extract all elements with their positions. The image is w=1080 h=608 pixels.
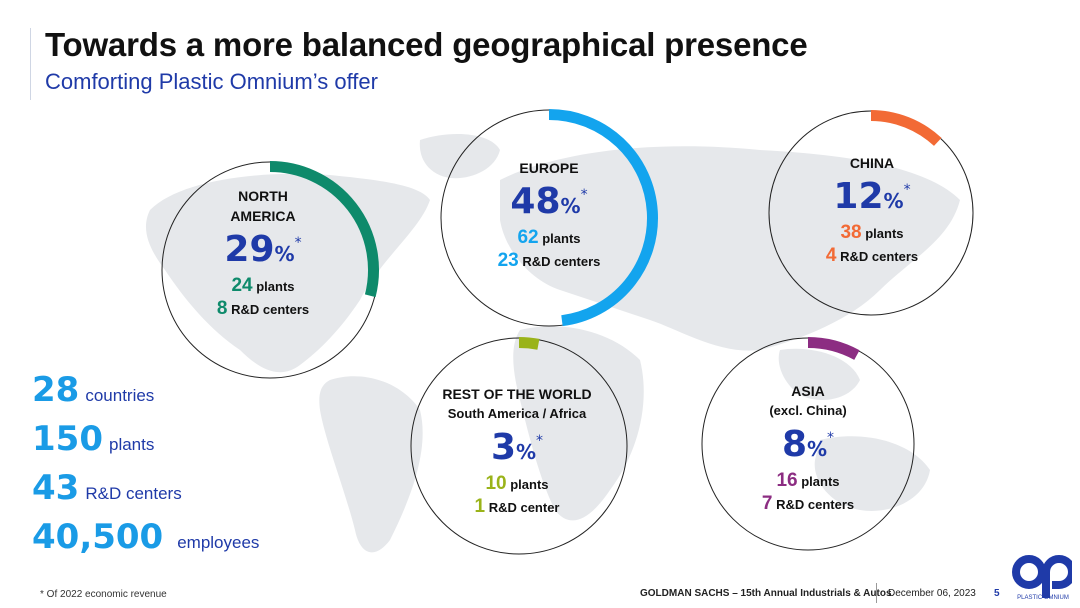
- footer-date: December 06, 2023: [888, 588, 976, 599]
- revenue-share: 8%*: [781, 424, 835, 465]
- revenue-share: 48%*: [510, 181, 588, 222]
- page-number: 5: [994, 588, 1000, 599]
- region-asia: ASIA (excl. China) 8%* 16 plants 7 R&D c…: [762, 381, 854, 515]
- title-accent-line: [30, 28, 31, 100]
- map-greenland: [419, 134, 500, 179]
- logo-text: PLASTIC OMNIUM: [1017, 595, 1069, 601]
- rd-centers-count: 1 R&D center: [474, 496, 560, 517]
- region-north-america: NORTH AMERICA 29%* 24 plants 8 R&D cente…: [217, 186, 309, 320]
- total-employees: 40,500 employees: [32, 517, 260, 557]
- region-name: ASIA: [791, 383, 825, 399]
- region-name: REST OF THE WORLD: [442, 386, 592, 402]
- footer-separator: [876, 583, 877, 603]
- region-china: CHINA 12%* 38 plants 4 R&D centers: [826, 153, 918, 267]
- plastic-omnium-logo: [1012, 555, 1072, 598]
- total-plants: 150 plants: [32, 419, 155, 459]
- page-title: Towards a more balanced geographical pre…: [45, 26, 808, 63]
- rd-centers-count: 4 R&D centers: [825, 245, 919, 266]
- footer-event: GOLDMAN SACHS – 15th Annual Industrials …: [640, 588, 892, 599]
- total-countries: 28 countries: [32, 370, 155, 410]
- revenue-share: 12%*: [833, 176, 911, 217]
- rd-centers-count: 23 R&D centers: [497, 250, 601, 271]
- region-subname: (excl. China): [769, 403, 847, 418]
- revenue-share: 3%*: [490, 427, 544, 468]
- plants-count: 62 plants: [517, 227, 581, 248]
- region-subname: South America / Africa: [447, 406, 587, 421]
- page-subtitle: Comforting Plastic Omnium’s offer: [45, 69, 378, 94]
- global-totals: 28 countries 150 plants 43 R&D centers 40,5…: [32, 370, 259, 566]
- map-south-america: [319, 376, 423, 553]
- rd-centers-count: 7 R&D centers: [761, 493, 855, 514]
- region-name-line2: AMERICA: [230, 208, 296, 224]
- revenue-share: 29%*: [224, 229, 302, 270]
- region-europe: EUROPE 48%* 62 plants 23 R&D centers: [498, 158, 601, 272]
- footnote: * Of 2022 economic revenue: [40, 589, 167, 600]
- region-rest-of-world: REST OF THE WORLD South America / Africa…: [442, 384, 591, 518]
- plants-count: 24 plants: [231, 275, 295, 296]
- total-rd-centers: 43 R&D centers: [32, 468, 182, 508]
- region-name: NORTH: [238, 188, 288, 204]
- rd-centers-count: 8 R&D centers: [216, 298, 310, 319]
- plants-count: 38 plants: [840, 222, 904, 243]
- region-name: CHINA: [849, 155, 895, 171]
- plants-count: 16 plants: [776, 470, 840, 491]
- region-name: EUROPE: [519, 160, 579, 176]
- plants-count: 10 plants: [485, 473, 549, 494]
